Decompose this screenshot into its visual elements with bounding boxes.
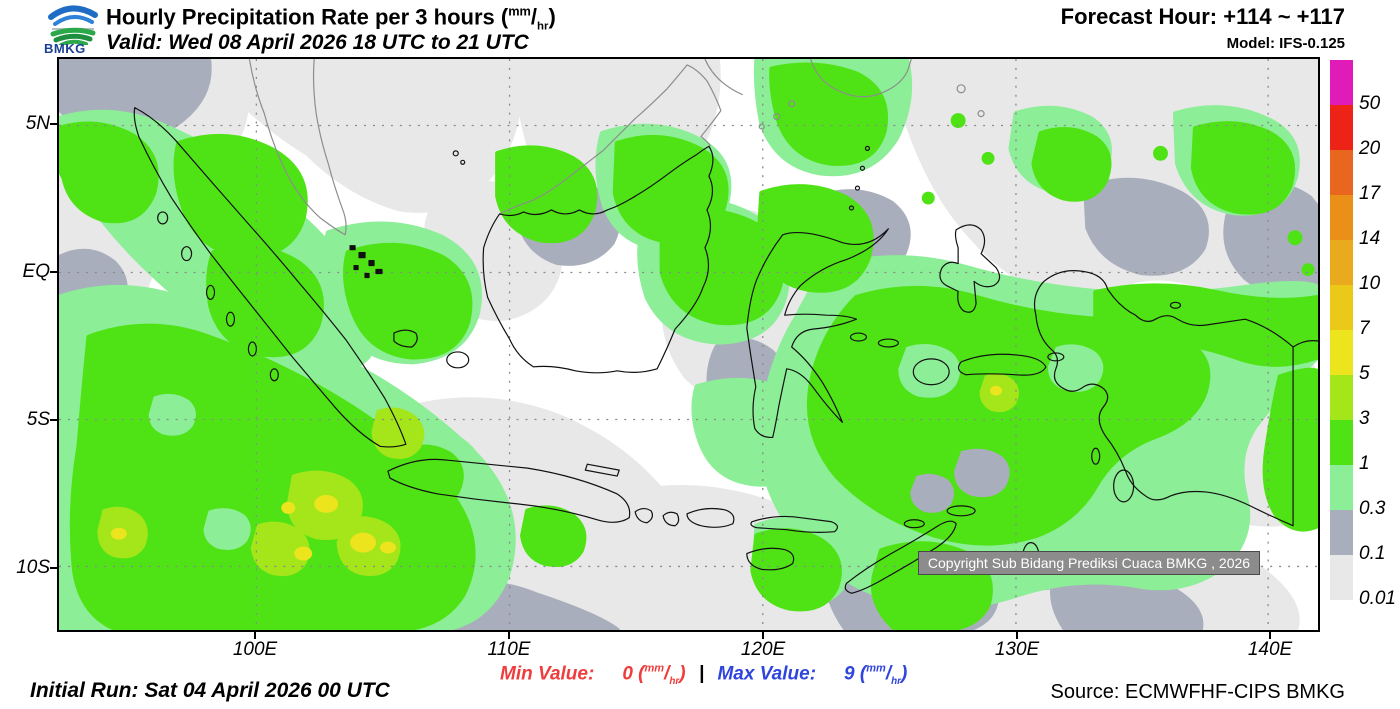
lon-tick xyxy=(508,632,510,639)
legend-swatch xyxy=(1330,105,1353,150)
model-label: Model: IFS-0.125 xyxy=(1226,35,1345,52)
lat-tick xyxy=(50,419,57,421)
legend-value: 10 xyxy=(1359,273,1381,294)
legend-swatch xyxy=(1330,60,1353,105)
legend-value: 0.3 xyxy=(1359,498,1386,519)
legend-value: 0.01 xyxy=(1359,588,1396,609)
legend-swatch xyxy=(1330,195,1353,240)
max-value: 9 xyxy=(844,663,855,685)
min-value: 0 xyxy=(622,663,633,685)
lon-tick xyxy=(1016,632,1018,639)
lat-label-10s: 10S xyxy=(16,557,50,578)
separator: | xyxy=(698,663,705,685)
legend-swatch xyxy=(1330,285,1353,330)
bmkg-logo-text: BMKG xyxy=(44,41,86,56)
lat-tick xyxy=(50,123,57,125)
legend-value: 5 xyxy=(1359,363,1370,384)
legend-swatch xyxy=(1330,330,1353,375)
min-max-values: Min Value: 0 (mm/hr) | Max Value: 9 (mm/hr… xyxy=(500,663,907,687)
graticule xyxy=(59,59,1318,630)
lat-label-5s: 5S xyxy=(26,409,50,430)
min-unit: (mm/hr) xyxy=(638,663,686,688)
lat-tick xyxy=(50,271,57,273)
lat-tick xyxy=(50,567,57,569)
lat-label-eq: EQ xyxy=(22,261,50,282)
source-label: Source: ECMWFHF-CIPS BMKG xyxy=(1050,681,1345,703)
legend-swatch xyxy=(1330,510,1353,555)
forecast-hour-label: Forecast Hour: +114 ~ +117 xyxy=(1060,4,1345,29)
color-scale-bar xyxy=(1330,60,1353,600)
legend-swatch xyxy=(1330,420,1353,465)
precipitation-map xyxy=(57,57,1320,632)
bmkg-logo-icon xyxy=(44,1,102,59)
lon-tick xyxy=(1269,632,1271,639)
page-title: Hourly Precipitation Rate per 3 hours (m… xyxy=(106,4,556,33)
legend-swatch xyxy=(1330,555,1353,600)
lon-label-130e: 130E xyxy=(994,639,1040,660)
lon-label-110e: 110E xyxy=(487,639,531,660)
lon-label-100e: 100E xyxy=(232,639,278,660)
initial-run-label: Initial Run: Sat 04 April 2026 00 UTC xyxy=(30,679,390,702)
legend-swatch xyxy=(1330,375,1353,420)
max-unit: (mm/hr) xyxy=(859,663,908,688)
lat-label-5n: 5N xyxy=(25,113,50,134)
copyright-watermark: Copyright Sub Bidang Prediksi Cuaca BMKG… xyxy=(918,551,1260,575)
legend-value: 20 xyxy=(1359,138,1381,159)
rain-texture xyxy=(148,343,1104,550)
lon-label-140e: 140E xyxy=(1247,639,1293,660)
legend-swatch xyxy=(1330,240,1353,285)
lon-tick xyxy=(762,632,764,639)
max-value-label: Max Value: xyxy=(717,663,817,685)
coastline-foreign xyxy=(248,59,985,236)
title-text: Hourly Precipitation Rate per 3 hours xyxy=(106,4,495,30)
rain-layer-1 xyxy=(59,62,1318,630)
legend-value: 14 xyxy=(1359,228,1381,249)
legend-swatch xyxy=(1330,150,1353,195)
title-unit: (mm/hr) xyxy=(500,4,556,33)
lon-tick xyxy=(254,632,256,639)
lon-label-120e: 120E xyxy=(740,639,786,660)
legend-value: 17 xyxy=(1359,183,1381,204)
legend-value: 1 xyxy=(1359,453,1370,474)
min-value-label: Min Value: xyxy=(500,663,595,685)
valid-time-label: Valid: Wed 08 April 2026 18 UTC to 21 UT… xyxy=(106,31,529,54)
legend-value: 7 xyxy=(1359,318,1370,339)
rain-layer-5 xyxy=(110,385,1003,561)
legend-value: 50 xyxy=(1359,93,1381,114)
legend-value: 0.1 xyxy=(1359,543,1386,564)
legend-swatch xyxy=(1330,465,1353,510)
legend-value: 3 xyxy=(1359,408,1370,429)
